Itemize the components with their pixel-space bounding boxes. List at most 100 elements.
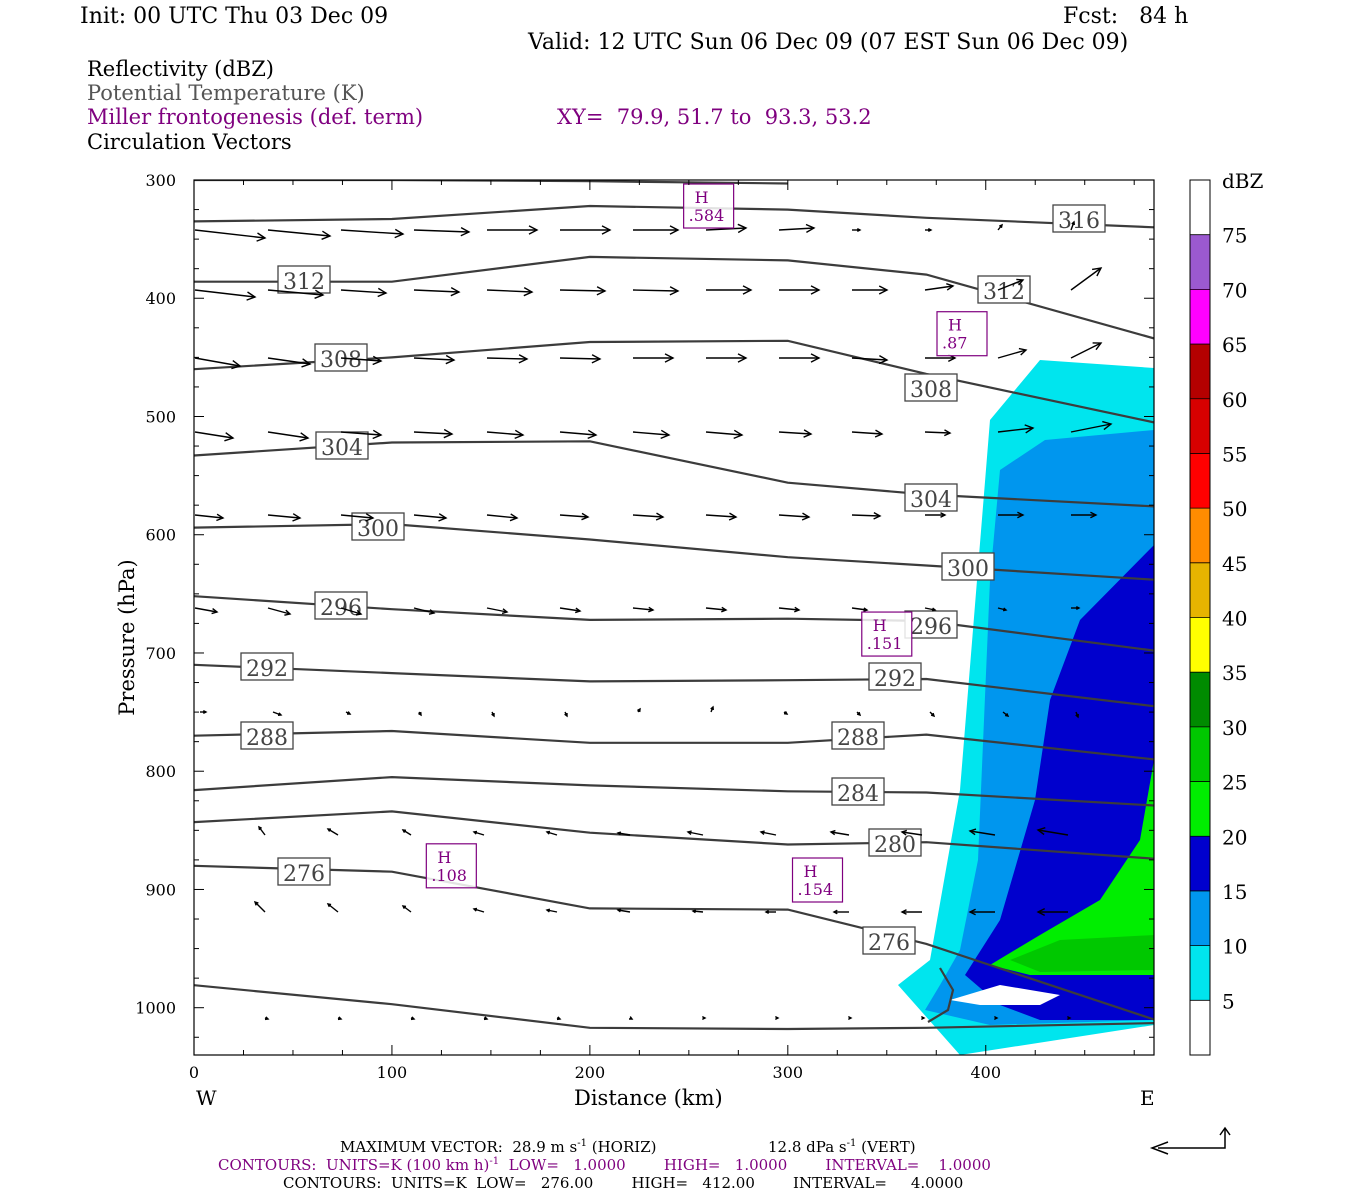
vector-head — [648, 606, 655, 613]
vector-head — [1036, 907, 1046, 917]
colorbar-label: 60 — [1222, 388, 1247, 412]
vector-head — [472, 830, 478, 835]
y-axis-title: Pressure (hPa) — [115, 559, 139, 715]
init-time: Init: 00 UTC Thu 03 Dec 09 — [80, 4, 389, 29]
svg-text:312: 312 — [283, 270, 325, 295]
vector-shaft — [340, 514, 374, 519]
vector-shaft — [194, 289, 256, 298]
y-tick-label: 300 — [145, 171, 176, 190]
vector-head — [968, 828, 977, 836]
svg-text:288: 288 — [837, 726, 879, 751]
vector-head — [1004, 713, 1010, 717]
vector-head — [805, 223, 816, 234]
vector-shaft — [705, 607, 727, 611]
vector-head — [616, 908, 622, 913]
vector-shaft — [851, 431, 883, 435]
y-tick-label: 500 — [145, 407, 176, 426]
vector-shaft — [778, 514, 810, 518]
vector-head — [655, 512, 665, 521]
vector-shaft — [413, 229, 470, 233]
vector-head — [211, 608, 219, 615]
vector-head — [829, 829, 836, 836]
vector-head — [691, 909, 697, 914]
vector-head — [438, 513, 448, 522]
svg-text:312: 312 — [983, 280, 1025, 305]
svg-text:296: 296 — [910, 615, 952, 640]
colorbar-label: 40 — [1222, 607, 1247, 631]
vector-head — [856, 711, 862, 717]
vector-head — [774, 1015, 780, 1021]
colorbar-segment — [1190, 1000, 1210, 1055]
vector-head — [1090, 511, 1098, 519]
vector-shaft — [1070, 342, 1102, 359]
vector-shaft — [267, 431, 309, 439]
vector-head — [523, 286, 534, 297]
vector-head — [637, 707, 641, 713]
colorbar-segment — [1190, 453, 1210, 509]
vector-shaft — [340, 229, 404, 235]
vector-shaft — [254, 901, 266, 913]
vector-head — [737, 353, 748, 363]
vector-shaft — [267, 514, 301, 519]
vector-head — [401, 905, 407, 910]
vector-head — [900, 829, 908, 836]
svg-text:300: 300 — [357, 517, 399, 542]
vector-head — [742, 285, 753, 295]
vector-head — [284, 609, 292, 616]
vector-head — [733, 429, 744, 440]
vector-head — [264, 1016, 270, 1021]
high-letter: H — [948, 316, 962, 335]
dbz-20-region — [990, 760, 1154, 975]
vector-head — [728, 512, 738, 521]
colorbar-segment — [1190, 398, 1210, 454]
theta-contour-label: 292 — [868, 662, 922, 692]
vector-shaft — [402, 905, 412, 913]
valid-time: Valid: 12 UTC Sun 06 Dec 09 (07 EST Sun … — [528, 30, 1129, 55]
y-tick-label: 900 — [145, 880, 176, 899]
vector-shaft — [546, 909, 558, 913]
vector-shaft — [705, 431, 743, 436]
theta-contour-label: 308 — [314, 343, 368, 373]
vector-shaft — [559, 514, 589, 518]
vector-shaft — [997, 279, 1024, 291]
vector-head — [545, 830, 551, 835]
vector-shaft — [413, 514, 447, 519]
vector-shaft — [969, 830, 996, 836]
vector-shaft — [632, 607, 654, 611]
vector-shaft — [559, 357, 601, 360]
colorbar-label: 20 — [1222, 825, 1247, 849]
vector-head — [968, 908, 976, 916]
theta-contour-label: 284 — [831, 777, 885, 807]
vector-shaft — [687, 831, 704, 836]
vector-head — [669, 286, 680, 296]
x-tick-label: 400 — [970, 1063, 1001, 1082]
theta-contour-label: 316 — [1052, 204, 1106, 234]
vector-head — [832, 909, 838, 915]
colorbar-label: 5 — [1222, 989, 1235, 1013]
vector-head — [301, 358, 312, 368]
svg-text:276: 276 — [283, 862, 325, 887]
vector-head — [1016, 278, 1025, 286]
vector-head — [878, 354, 889, 365]
vector-head — [931, 607, 937, 612]
reflectivity-shading — [898, 360, 1154, 1055]
vector-shaft — [692, 910, 704, 913]
colorbar-segment — [1190, 180, 1210, 235]
dbz-25-region — [1010, 935, 1154, 972]
vector-shaft — [267, 357, 311, 365]
colorbar-label: 50 — [1222, 497, 1247, 521]
vector-head — [337, 1016, 343, 1021]
y-tick-label: 800 — [145, 762, 176, 781]
x-end-label-west: W — [196, 1086, 217, 1110]
vector-shaft — [473, 831, 485, 836]
vector-head — [299, 432, 310, 442]
max-vector-text: MAXIMUM VECTOR: 28.9 m s-1 (HORIZ) — [340, 1138, 657, 1156]
vector-head — [810, 285, 821, 295]
vector-head — [545, 908, 551, 913]
theta-contour-label: 296 — [904, 610, 958, 640]
vector-head — [801, 512, 811, 521]
vector-head — [686, 830, 692, 835]
colorbar-segment — [1190, 234, 1210, 290]
colorbar-segment — [1190, 672, 1210, 727]
vector-shaft — [486, 357, 528, 360]
